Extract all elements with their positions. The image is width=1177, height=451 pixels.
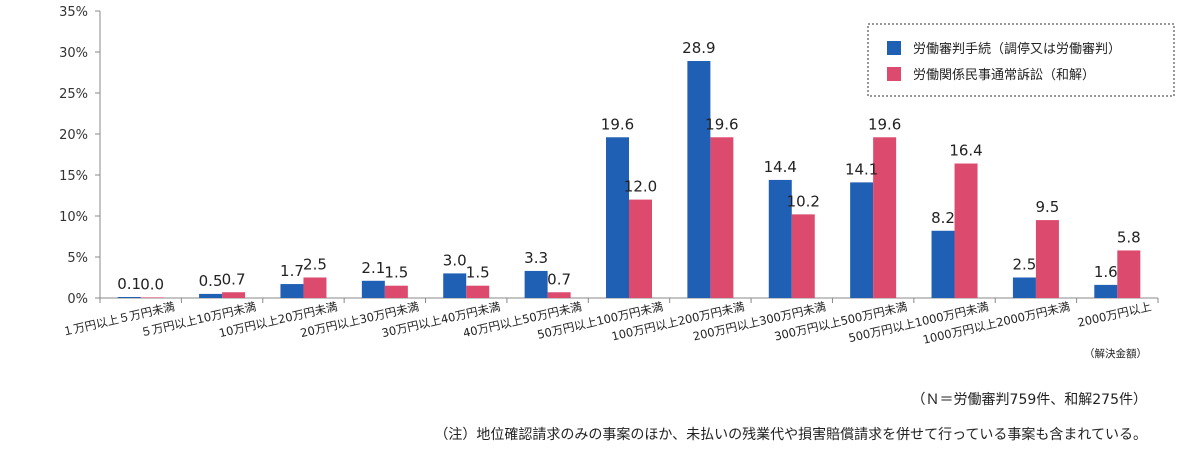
data-label-series-2: 1.5 [466,264,490,282]
bar-series-1 [199,293,223,298]
data-label-series-2: 12.0 [624,178,657,196]
legend-label-series-2: 労働関係民事通常訴訟（和解） [913,67,1095,83]
legend-label-series-1: 労働審判手続（調停又は労働審判） [913,41,1121,57]
x-category-label: 2000万円以上 [1076,299,1153,330]
data-label-series-1: 14.1 [845,160,878,178]
bar-series-1 [280,284,304,298]
bar-series-1 [606,137,629,298]
bar-series-2 [710,137,734,298]
legend-swatch-series-2 [887,67,901,81]
data-label-series-1: 3.0 [443,251,467,269]
bar-series-2 [303,277,327,298]
data-label-series-1: 28.9 [682,39,715,57]
bar-series-2 [629,199,652,298]
data-label-series-1: 8.2 [931,209,955,227]
bars [117,61,1141,298]
bar-series-1 [443,273,467,298]
data-label-series-1: 3.3 [524,249,548,267]
data-label-series-2: 1.5 [384,264,408,282]
bar-series-1 [1012,277,1036,298]
bar-series-1 [850,182,874,298]
bar-series-2 [466,285,490,298]
y-tick-label: 25% [59,87,88,102]
data-label-series-1: 0.1 [117,275,141,293]
data-label-series-2: 19.6 [705,115,738,133]
bar-series-1 [931,230,955,298]
y-tick-label: 15% [59,169,88,184]
bar-series-2 [140,297,164,298]
data-label-series-1: 0.5 [199,272,223,290]
data-label-series-2: 10.2 [787,192,820,210]
data-label-series-1: 1.6 [1094,263,1118,281]
data-label-series-2: 0.0 [140,275,164,293]
y-axis: 0% 5% 10% 15% 20% 25% 30% 35% [59,5,101,307]
data-label-series-1: 19.6 [601,115,634,133]
data-label-series-1: 1.7 [280,262,304,280]
sample-size-note: （Ｎ＝労働審判759件、和解275件） [911,392,1147,408]
legend-swatch-series-1 [887,41,901,55]
data-label-series-2: 5.8 [1117,228,1141,246]
bar-series-2 [791,214,815,298]
bar-series-2 [384,285,408,298]
data-label-series-1: 2.1 [361,259,385,277]
data-label-series-2: 0.7 [222,270,246,288]
bar-series-1 [687,61,711,298]
y-tick-label: 10% [59,210,88,225]
x-axis-unit-label: （解決金額） [1084,348,1147,360]
data-label-series-2: 16.4 [949,142,982,160]
data-label-series-2: 9.5 [1035,198,1059,216]
footnote: （注）地位確認請求のみの事案のほか、未払いの残業代や損害賠償請求を併せて行ってい… [434,427,1147,443]
legend: 労働審判手続（調停又は労働審判） 労働関係民事通常訴訟（和解） [867,23,1175,97]
data-label-series-2: 0.7 [547,270,571,288]
data-labels: 0.1 0.0 0.5 0.7 1.7 2.5 2.1 1.53.01.53.30.719.6… [117,39,1140,293]
bar-chart: 0%5%10%15%20%25%30%35% 0.1 0.0 0.5 0.7 1.7 2.… [59,5,1175,347]
bar-series-2 [222,292,246,298]
category-labels: １万円以上５万円未満５万円以上10万円未満10万円以上20万円未満20万円以上3… [61,299,1153,347]
bar-series-2 [1035,220,1059,298]
data-label-series-2: 2.5 [303,256,327,274]
y-tick-label: 35% [59,5,88,20]
bar-series-1 [524,270,548,298]
bar-series-1 [768,179,792,298]
y-tick-label: 5% [67,251,88,266]
data-label-series-2: 19.6 [868,115,901,133]
y-tick-label: 0% [67,292,88,307]
legend-box [867,23,1175,97]
bar-series-2 [873,137,897,298]
bar-series-2 [547,292,571,298]
bar-series-2 [954,163,978,298]
bar-series-1 [1094,284,1118,298]
data-label-series-1: 14.4 [764,158,797,176]
y-tick-label: 20% [59,128,88,143]
bar-series-1 [361,280,385,298]
bar-series-2 [1117,250,1141,298]
y-tick-label: 30% [59,46,88,61]
x-axis [99,297,1159,303]
bar-series-1 [117,297,141,298]
data-label-series-1: 2.5 [1012,256,1036,274]
